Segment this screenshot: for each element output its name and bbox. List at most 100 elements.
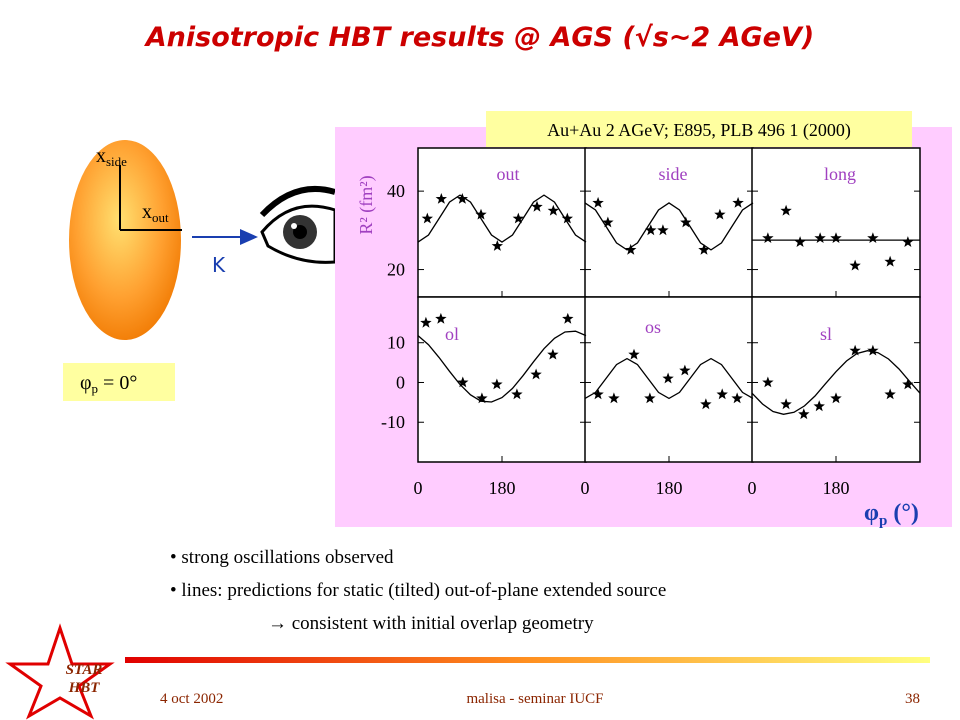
data-point [562,312,574,324]
data-point [547,348,559,360]
data-point [435,193,447,204]
source-ellipse [69,140,181,340]
data-point [476,392,488,404]
panel-frame [584,147,754,298]
data-point [732,196,744,208]
source-note-box [486,111,912,147]
footer-line [125,657,930,663]
x-tick-label: 180 [823,478,850,498]
x-label-symbol: φ [864,500,879,526]
data-point [830,232,842,243]
k-label: K [212,253,226,277]
data-point [420,316,432,328]
panel-label: ol [445,324,459,344]
prediction-line [417,194,587,243]
panel-label: os [645,317,661,337]
bullet: • lines: predictions for static (tilted)… [170,580,666,601]
data-point [680,216,692,228]
data-point [813,400,825,412]
x-label-sub: p [879,513,887,529]
x-axis-label: φp (°) [864,500,919,529]
logo-text: HBT [68,680,101,696]
x-side-label: xside [96,145,127,169]
bullet: → consistent with initial overlap geomet… [268,613,594,634]
plot: 20 40 -10 0 10 0 180 0 180 0 180 out side long ol os sl [381,147,921,498]
source-note: Au+Au 2 AGeV; E895, PLB 496 1 (2000) [547,120,851,141]
bullet: • strong oscillations observed [170,547,394,568]
data-point [814,232,826,243]
x-tick-label: 0 [414,478,423,498]
eye [259,186,337,264]
y-tick-label: -10 [381,412,405,432]
data-point [608,392,620,404]
data-point [531,200,543,212]
data-point [762,376,774,388]
phi-sub: p [92,381,99,396]
data-point [645,224,657,236]
data-point [456,193,468,204]
data-point [884,255,896,267]
data-point [625,243,637,255]
data-point [714,208,726,220]
data-point [644,392,656,404]
x-out: x [142,201,152,223]
phi-rest: = 0° [98,372,137,394]
data-point [884,388,896,400]
y-tick-label: 40 [387,181,405,201]
title: Anisotropic HBT results @ AGS (√s~2 AGeV… [144,22,814,53]
data-point [592,196,604,208]
data-point [830,392,842,404]
data-point [849,344,861,356]
x-out-label: xout [142,201,169,225]
prediction-line [417,330,587,403]
data-point [530,368,542,380]
data-point [849,259,861,271]
data-point [662,372,674,384]
data-point [592,388,604,400]
data-point [435,312,447,324]
x-tick-label: 180 [656,478,683,498]
data-point [679,364,691,376]
phi-symbol: φ [80,372,92,394]
prediction-line [584,357,754,400]
panel-label: out [496,164,519,184]
footer-date: 4 oct 2002 [160,691,223,707]
data-point [700,398,712,410]
data-point [491,240,503,251]
data-point [798,408,810,420]
logo-text: STAR [66,662,103,678]
data-point [421,212,433,224]
data-point [491,378,503,390]
phi-label: φp = 0° [80,372,137,396]
data-point [716,388,728,400]
footer-page: 38 [905,691,920,707]
data-point [731,392,743,404]
x-tick-label: 0 [748,478,757,498]
data-point [867,232,879,243]
data-point [698,243,710,255]
panel-label: long [824,164,856,184]
data-point [602,216,614,228]
data-point [512,212,524,224]
panel-frame [417,147,587,298]
panel-label: sl [820,324,832,344]
data-point [511,388,523,400]
prediction-line [751,350,921,415]
phi-box [63,363,175,401]
data-point [867,344,879,356]
prediction-line [584,202,754,251]
data-point [780,398,792,410]
data-point [561,212,573,224]
y-tick-label: 10 [387,333,405,353]
x-label-unit: (°) [887,500,919,526]
data-point [475,208,487,220]
y-axis-label: R² (fm²) [356,175,377,234]
x-out-sub: out [152,210,169,225]
data-point [762,232,774,243]
data-point [780,204,792,216]
panel-label: side [659,164,688,184]
data-point [457,376,469,388]
data-point [547,204,559,216]
x-tick-label: 180 [489,478,516,498]
